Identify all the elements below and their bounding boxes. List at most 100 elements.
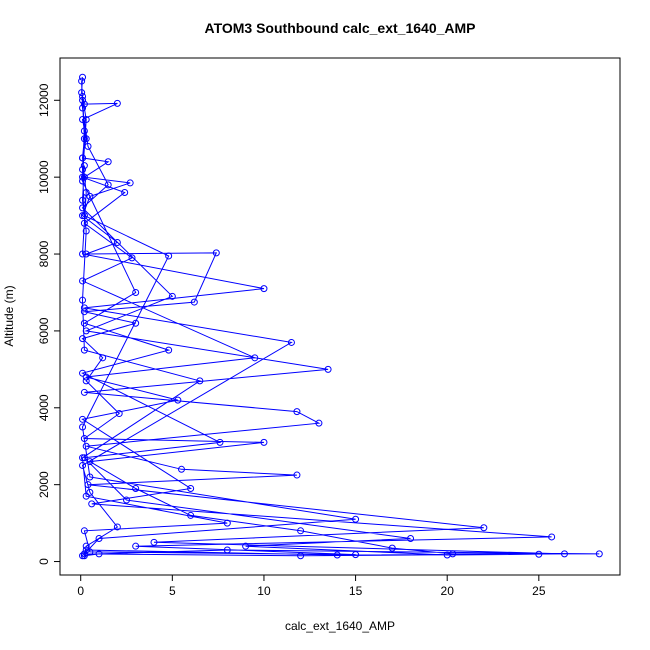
x-tick-label: 10 <box>257 584 271 598</box>
data-point <box>260 438 268 446</box>
data-point <box>132 542 140 550</box>
data-point <box>79 335 87 343</box>
data-point <box>595 550 603 558</box>
y-tick-label: 2000 <box>37 471 51 498</box>
data-point <box>548 533 556 541</box>
data-point <box>123 496 131 504</box>
y-tick-label: 10000 <box>37 160 51 194</box>
data-point <box>165 346 173 354</box>
data-point <box>80 319 88 327</box>
plot-frame <box>59 57 621 576</box>
data-point <box>82 227 90 235</box>
data-point <box>480 524 488 532</box>
data-point <box>443 551 451 559</box>
data-point <box>86 488 94 496</box>
data-point <box>113 99 121 107</box>
y-tick-label: 6000 <box>37 317 51 344</box>
data-point <box>80 304 88 312</box>
data-point <box>79 104 87 112</box>
data-point <box>187 485 195 493</box>
data-point <box>82 250 90 258</box>
data-point <box>560 550 568 558</box>
data-point <box>79 369 87 377</box>
data-point <box>79 165 87 173</box>
data-point <box>80 212 88 220</box>
data-point <box>104 158 112 166</box>
data-point <box>104 181 112 189</box>
data-point <box>297 527 305 535</box>
y-tick-label: 8000 <box>37 240 51 267</box>
data-point <box>79 204 87 212</box>
data-point <box>132 288 140 296</box>
data-point <box>95 550 103 558</box>
data-point <box>333 551 341 559</box>
data-point <box>79 454 87 462</box>
data-point <box>165 252 173 260</box>
data-point <box>80 100 88 108</box>
data-point <box>82 373 90 381</box>
data-point <box>84 481 92 489</box>
x-tick-label: 5 <box>169 584 176 598</box>
data-point <box>79 415 87 423</box>
data-point <box>352 515 360 523</box>
data-point <box>86 458 94 466</box>
data-point <box>324 365 332 373</box>
data-point <box>79 173 87 181</box>
data-point <box>84 142 92 150</box>
y-tick-label: 12000 <box>37 83 51 117</box>
data-point <box>251 354 259 362</box>
data-point <box>287 338 295 346</box>
data-point <box>115 410 123 418</box>
data-point <box>121 189 129 197</box>
data-point <box>113 239 121 247</box>
data-point <box>82 116 90 124</box>
data-point <box>79 461 87 469</box>
x-tick-label: 20 <box>441 584 455 598</box>
data-point <box>86 548 94 556</box>
data-point <box>80 308 88 316</box>
data-point <box>260 285 268 293</box>
data-point <box>99 354 107 362</box>
chart-title: ATOM3 Southbound calc_ext_1640_AMP <box>205 20 476 36</box>
data-point <box>82 546 90 554</box>
data-point <box>177 465 185 473</box>
data-point <box>388 544 396 552</box>
data-point <box>79 277 87 285</box>
data-point <box>95 534 103 542</box>
data-point <box>82 492 90 500</box>
data-point <box>79 116 87 124</box>
data-point <box>79 73 87 81</box>
data-point <box>80 435 88 443</box>
data-point <box>407 534 415 542</box>
x-tick-label: 0 <box>77 584 84 598</box>
data-point <box>79 423 87 431</box>
data-point <box>128 254 136 262</box>
data-point <box>79 212 87 220</box>
x-tick-label: 25 <box>532 584 546 598</box>
data-point <box>126 179 134 187</box>
data-point <box>132 485 140 493</box>
y-tick-label: 4000 <box>37 394 51 421</box>
data-point <box>293 471 301 479</box>
data-point <box>88 500 96 508</box>
data-point <box>80 127 88 135</box>
data-point <box>80 135 88 143</box>
data-point <box>196 377 204 385</box>
x-axis-label: calc_ext_1640_AMP <box>285 619 395 633</box>
data-point <box>79 154 87 162</box>
data-point <box>223 546 231 554</box>
data-point <box>86 473 94 481</box>
data-point <box>315 419 323 427</box>
data-point <box>132 319 140 327</box>
data-point <box>223 519 231 527</box>
data-point <box>352 551 360 559</box>
data-point <box>168 292 176 300</box>
data-point <box>82 327 90 335</box>
data-point <box>150 538 158 546</box>
data-point <box>535 550 543 558</box>
data-point <box>86 192 94 200</box>
data-point <box>80 219 88 227</box>
data-point <box>82 135 90 143</box>
